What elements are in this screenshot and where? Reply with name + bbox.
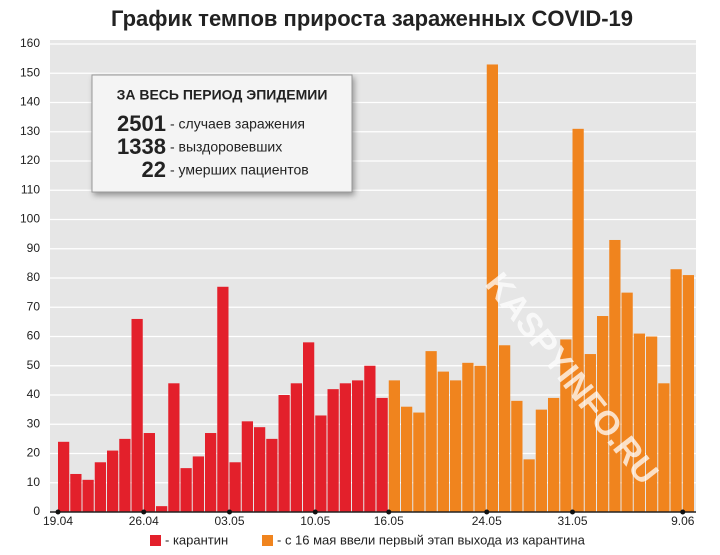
bar bbox=[658, 383, 670, 512]
bar bbox=[339, 383, 351, 512]
y-tick-label: 100 bbox=[20, 212, 40, 226]
summary-number: 2501 bbox=[117, 111, 166, 136]
y-tick-label: 60 bbox=[27, 329, 41, 343]
bar bbox=[364, 365, 376, 512]
x-tick-label: 26.04 bbox=[129, 514, 159, 528]
bar bbox=[425, 351, 437, 512]
y-tick-label: 160 bbox=[20, 36, 40, 50]
bar bbox=[303, 342, 315, 512]
bar bbox=[352, 380, 364, 512]
x-tick bbox=[570, 509, 575, 515]
y-tick-label: 0 bbox=[33, 504, 40, 518]
y-tick-label: 110 bbox=[21, 182, 40, 196]
y-tick-label: 70 bbox=[27, 299, 41, 313]
bar bbox=[413, 412, 425, 512]
bar bbox=[474, 365, 486, 512]
y-tick-label: 20 bbox=[27, 446, 41, 460]
bar bbox=[241, 421, 253, 512]
bar bbox=[535, 409, 547, 512]
bar bbox=[633, 333, 645, 512]
bar bbox=[107, 450, 119, 512]
bar bbox=[327, 389, 339, 512]
y-tick-label: 50 bbox=[27, 358, 41, 372]
summary-box bbox=[91, 74, 353, 193]
bar bbox=[266, 438, 278, 512]
bar bbox=[621, 292, 633, 512]
bar bbox=[70, 473, 82, 512]
y-tick-label: 30 bbox=[27, 416, 41, 430]
bar bbox=[229, 462, 241, 512]
bar bbox=[523, 459, 535, 512]
bar bbox=[462, 362, 474, 512]
bar bbox=[597, 316, 609, 512]
bar bbox=[315, 415, 327, 512]
summary-text: - умерших пациентов bbox=[170, 162, 309, 178]
y-tick-label: 140 bbox=[20, 95, 40, 109]
bar bbox=[511, 400, 523, 512]
y-tick-label: 130 bbox=[20, 124, 40, 138]
bar bbox=[180, 468, 192, 512]
x-tick bbox=[312, 509, 318, 515]
bar bbox=[401, 406, 413, 512]
bar bbox=[143, 433, 155, 512]
bar bbox=[131, 318, 143, 512]
bar bbox=[388, 380, 400, 512]
x-tick bbox=[386, 509, 392, 515]
summary-number: 1338 bbox=[117, 134, 166, 159]
x-tick bbox=[141, 509, 147, 515]
x-tick bbox=[55, 509, 61, 515]
x-tick bbox=[227, 509, 232, 515]
bar bbox=[254, 427, 266, 512]
x-tick bbox=[484, 509, 490, 515]
y-tick-label: 80 bbox=[27, 270, 41, 284]
bar bbox=[82, 479, 94, 512]
legend-label: - карантин bbox=[165, 532, 228, 547]
summary-number: 22 bbox=[142, 157, 166, 182]
x-tick-label: 19.04 bbox=[43, 514, 73, 528]
bar bbox=[486, 64, 498, 512]
bar bbox=[548, 397, 560, 512]
x-tick-label: 31.05 bbox=[557, 514, 587, 528]
x-tick-label: 16.05 bbox=[374, 514, 404, 528]
bar bbox=[205, 433, 217, 512]
bar bbox=[437, 371, 449, 512]
y-tick-label: 10 bbox=[27, 475, 41, 489]
y-tick-label: 150 bbox=[20, 65, 40, 79]
x-tick bbox=[680, 509, 686, 515]
bar bbox=[94, 462, 106, 512]
bar bbox=[572, 128, 584, 512]
bar bbox=[119, 438, 131, 512]
bar bbox=[670, 269, 682, 512]
chart-title: График темпов прироста зараженных COVID-… bbox=[111, 6, 633, 31]
bar bbox=[646, 336, 658, 512]
y-tick-label: 120 bbox=[20, 153, 40, 167]
y-tick-label: 40 bbox=[27, 387, 41, 401]
bar bbox=[168, 383, 180, 512]
summary-text: - выздоровевших bbox=[170, 139, 282, 155]
bar bbox=[560, 339, 572, 512]
bar bbox=[156, 506, 168, 512]
bar bbox=[584, 354, 596, 512]
bar bbox=[278, 395, 290, 512]
legend-swatch bbox=[262, 535, 273, 546]
bar bbox=[499, 345, 511, 512]
bar bbox=[217, 286, 229, 512]
y-tick-label: 90 bbox=[27, 241, 41, 255]
bar bbox=[58, 441, 70, 512]
bar bbox=[290, 383, 302, 512]
bar bbox=[450, 380, 462, 512]
bar bbox=[609, 239, 621, 512]
x-tick-label: 9.06 bbox=[671, 514, 695, 528]
legend-label: - с 16 мая ввели первый этап выхода из к… bbox=[277, 532, 586, 547]
bar bbox=[682, 275, 694, 512]
x-tick-label: 03.05 bbox=[214, 514, 244, 528]
x-tick-label: 24.05 bbox=[472, 514, 502, 528]
summary-text: - случаев заражения bbox=[170, 116, 305, 132]
bar bbox=[192, 456, 204, 512]
bar bbox=[376, 397, 388, 512]
summary-title: ЗА ВЕСЬ ПЕРИОД ЭПИДЕМИИ bbox=[117, 87, 328, 103]
x-tick-label: 10.05 bbox=[300, 514, 330, 528]
legend-swatch bbox=[150, 535, 161, 546]
